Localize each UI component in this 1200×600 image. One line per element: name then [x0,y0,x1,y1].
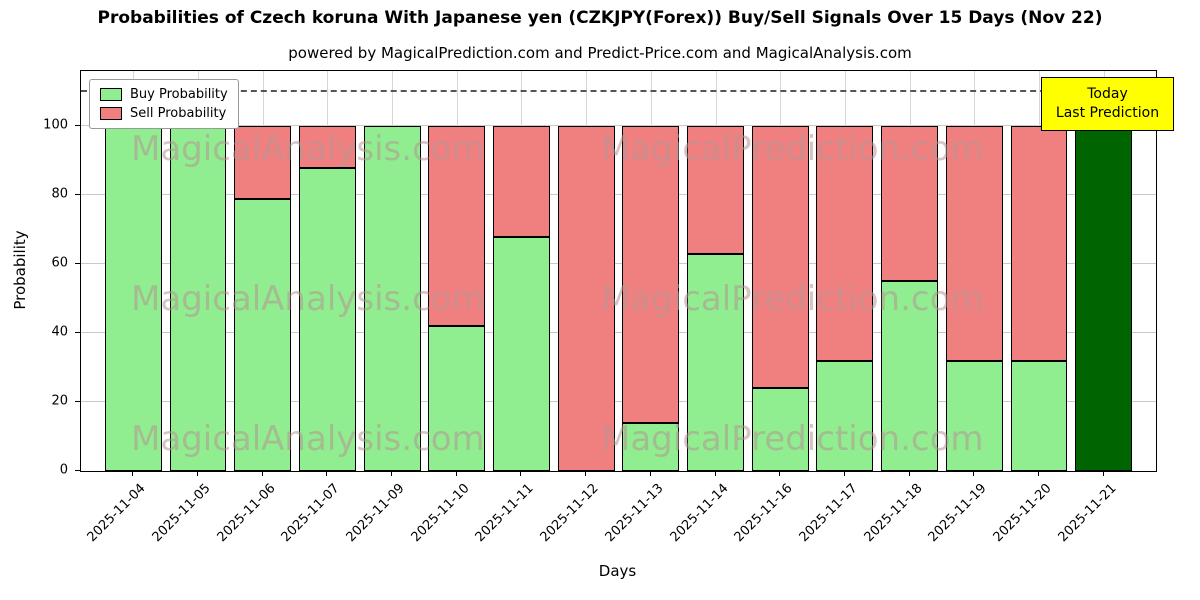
chart-subtitle: powered by MagicalPrediction.com and Pre… [288,44,912,62]
ytick-label-100: 100 [43,117,68,133]
xtick-label: 2025-11-10 [408,481,473,546]
xtick-mark [973,471,975,476]
bar-buy-segment [363,126,421,471]
xtick-mark [714,471,716,476]
gridline-y-40 [81,332,1156,334]
legend-swatch-0 [100,88,122,101]
bar-buy-segment [622,422,680,471]
ytick-mark-80 [75,194,80,196]
xtick-mark [261,471,263,476]
xtick-label: 2025-11-21 [1055,481,1120,546]
bar-sell-segment [751,126,809,389]
legend-label-1: Sell Probability [130,106,227,121]
x-axis-label: Days [598,562,637,580]
bar-sell-segment [557,126,615,471]
bar-buy-segment [816,360,874,471]
ytick-mark-40 [75,332,80,334]
bar-sell-segment [428,126,486,327]
today-box-line1: Today [1087,86,1128,103]
chart-title: Probabilities of Czech koruna With Japan… [97,8,1103,28]
xtick-label: 2025-11-20 [990,481,1055,546]
bar-buy-segment [751,388,809,471]
xtick-mark [326,471,328,476]
xtick-label: 2025-11-05 [149,481,214,546]
xtick-label: 2025-11-09 [343,481,408,546]
xtick-mark [779,471,781,476]
legend-swatch-1 [100,107,122,120]
bar-sell-segment [945,126,1003,361]
xtick-mark [391,471,393,476]
ytick-label-40: 40 [51,324,68,340]
bar-buy-segment [1010,360,1068,471]
xtick-mark [908,471,910,476]
xtick-mark [1037,471,1039,476]
legend-label-0: Buy Probability [130,87,228,102]
today-box: Today Last Prediction [1041,77,1174,131]
legend-item-1: Sell Probability [100,104,228,123]
ytick-mark-100 [75,125,80,127]
bar-sell-segment [687,126,744,254]
ytick-label-0: 0 [59,462,68,478]
xtick-label: 2025-11-13 [602,481,667,546]
bar-today [1075,126,1133,471]
gridline-y-60 [81,263,1156,265]
xtick-label: 2025-11-04 [84,481,149,546]
bar-buy-segment [881,281,939,471]
xtick-label: 2025-11-07 [278,481,344,546]
bar-sell-segment [493,126,550,237]
xtick-mark [843,471,845,476]
xtick-mark [132,471,134,476]
bar-buy-segment [298,167,356,471]
bar-buy-segment [234,198,292,471]
gridline-y-20 [81,401,1156,403]
ytick-mark-20 [75,401,80,403]
bar-buy-segment [169,126,227,471]
ytick-label-20: 20 [51,393,68,409]
xtick-label: 2025-11-17 [796,481,861,546]
x-axis-ticks: 2025-11-04 2025-11-05 2025-11-06 2025-11-07… [80,471,1155,561]
bar-buy-segment [493,236,550,471]
xtick-mark [455,471,457,476]
gridline-y-80 [81,194,1156,196]
ytick-label-60: 60 [51,255,68,271]
xtick-mark [197,471,199,476]
bar-sell-segment [622,126,680,423]
xtick-label: 2025-11-12 [537,481,602,546]
bar-sell-segment [298,126,356,168]
xtick-label: 2025-11-06 [214,481,279,546]
bar-sell-segment [816,126,874,361]
gridline-y-100 [81,125,1156,127]
bar-sell-segment [881,126,939,282]
bar-buy-segment [687,253,744,471]
legend: Buy Probability Sell Probability [89,79,239,129]
xtick-mark [585,471,587,476]
xtick-label: 2025-11-16 [731,481,796,546]
xtick-label: 2025-11-11 [473,481,538,546]
bars-layer [81,71,1156,471]
plot-area: MagicalAnalysis.com MagicalPrediction.com… [80,70,1157,472]
bar-buy-segment [428,326,486,471]
y-axis-ticks: 0 20 40 60 80 100 [0,70,80,478]
xtick-mark [1102,471,1104,476]
dashed-threshold-line [81,89,1156,92]
bar-sell-segment [234,126,292,199]
xtick-mark [649,471,651,476]
xtick-mark [520,471,522,476]
bar-buy-segment [104,126,162,471]
legend-item-0: Buy Probability [100,85,228,104]
ytick-mark-60 [75,263,80,265]
bar-buy-segment [945,360,1003,471]
today-box-line2: Last Prediction [1055,105,1160,121]
ytick-mark-0 [75,470,80,471]
ytick-label-80: 80 [51,186,68,202]
xtick-label: 2025-11-19 [925,481,990,546]
bar-sell-segment [1010,126,1068,361]
xtick-label: 2025-11-14 [667,481,732,546]
xtick-label: 2025-11-18 [861,481,926,546]
